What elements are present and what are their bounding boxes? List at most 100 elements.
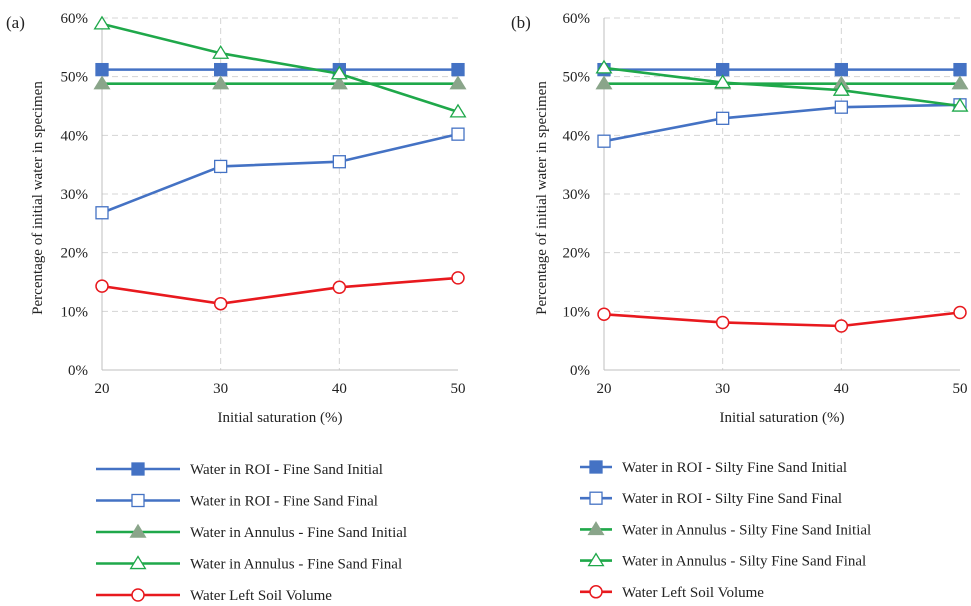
data-point <box>93 15 111 30</box>
data-point <box>951 97 969 112</box>
data-point <box>714 74 732 89</box>
y-tick-label: 0% <box>68 363 88 379</box>
y-tick-label: 40% <box>563 128 591 144</box>
legend-marker <box>589 491 603 505</box>
x-tick-label: 40 <box>834 381 849 397</box>
legend-marker <box>587 552 605 567</box>
data-point <box>716 62 730 77</box>
y-tick-label: 40% <box>61 128 89 144</box>
legend-label: Water in Annulus - Silty Fine Sand Initi… <box>622 522 871 538</box>
series-4 <box>595 59 969 112</box>
x-tick-label: 50 <box>953 381 968 397</box>
legend-label: Water in Annulus - Fine Sand Final <box>190 557 402 573</box>
data-point <box>213 296 228 311</box>
data-point <box>214 62 228 77</box>
legend-marker <box>129 523 147 538</box>
data-point <box>212 44 230 59</box>
data-point <box>214 159 228 174</box>
data-point <box>451 271 465 285</box>
y-tick-label: 20% <box>61 246 89 262</box>
series-line <box>101 132 459 214</box>
legend: Water in ROI - Fine Sand Initial Water in… <box>96 462 407 604</box>
data-point <box>330 75 348 90</box>
legend-marker <box>589 585 603 599</box>
legend-marker <box>129 555 147 570</box>
y-tick-label: 0% <box>570 363 590 379</box>
data-point <box>953 62 967 77</box>
y-axis-label: Percentage of initial water in specimen <box>534 81 550 315</box>
data-point <box>449 103 467 118</box>
y-tick-label: 10% <box>61 304 89 320</box>
legend-item: Water Left Soil Volume <box>580 585 764 601</box>
legend-label: Water in ROI - Fine Sand Final <box>190 494 378 510</box>
data-point <box>330 65 348 80</box>
data-point <box>95 62 109 77</box>
data-point <box>332 280 347 295</box>
y-tick-label: 60% <box>61 11 89 27</box>
series-line <box>603 311 961 328</box>
data-point <box>951 75 969 90</box>
data-point <box>451 127 465 141</box>
x-tick-label: 20 <box>597 381 612 397</box>
data-point <box>834 62 848 77</box>
chart-panel-a: (a) 0% 10% 20% 30% 40% 50% 60% 20 30 40 50 Initial s… <box>6 11 467 604</box>
series-3 <box>93 75 467 90</box>
legend-label: Water in ROI - Fine Sand Initial <box>190 462 383 478</box>
legend-item: Water in ROI - Fine Sand Initial <box>96 462 383 478</box>
x-axis-label: Initial saturation (%) <box>218 410 343 426</box>
legend-item: Water in Annulus - Fine Sand Initial <box>96 523 407 541</box>
series-line <box>603 66 961 108</box>
legend-item: Water in ROI - Fine Sand Final <box>96 494 378 510</box>
legend-item: Water in Annulus - Silty Fine Sand Final <box>580 552 866 570</box>
series-line <box>603 103 961 143</box>
legend-marker <box>131 588 145 602</box>
data-point <box>451 62 465 77</box>
legend-item: Water in ROI - Silty Fine Sand Initial <box>580 460 847 476</box>
y-tick-label: 50% <box>61 70 89 86</box>
data-point <box>834 100 848 114</box>
series-2 <box>95 127 465 220</box>
legend-label: Water in ROI - Silty Fine Sand Final <box>622 491 842 507</box>
series-line <box>101 276 459 306</box>
data-point <box>597 134 611 148</box>
data-point <box>597 307 611 322</box>
data-point <box>95 206 109 220</box>
series-5 <box>597 305 967 333</box>
legend-item: Water in ROI - Silty Fine Sand Final <box>580 491 842 507</box>
y-tick-label: 50% <box>563 70 591 86</box>
data-point <box>95 279 109 293</box>
x-tick-label: 20 <box>95 381 110 397</box>
panel-label: (b) <box>511 13 531 32</box>
legend: Water in ROI - Silty Fine Sand Initial Wa… <box>580 460 871 601</box>
data-point <box>834 319 849 333</box>
legend-marker <box>589 460 603 474</box>
data-point <box>595 75 613 90</box>
legend-marker <box>131 462 145 476</box>
y-tick-label: 20% <box>563 246 591 262</box>
legend-label: Water in ROI - Silty Fine Sand Initial <box>622 460 847 476</box>
y-tick-label: 10% <box>563 304 591 320</box>
chart-panel-b: (b) 0% 10% 20% 30% 40% 50% 60% 20 30 40 50 Initial s… <box>511 11 969 601</box>
y-tick-label: 30% <box>563 187 591 203</box>
series-2 <box>597 98 967 148</box>
x-tick-label: 30 <box>715 381 730 397</box>
legend-marker <box>131 493 145 508</box>
data-point <box>93 75 111 90</box>
y-tick-label: 60% <box>563 11 591 27</box>
y-axis-label: Percentage of initial water in specimen <box>30 81 46 315</box>
data-point <box>332 155 346 169</box>
legend-item: Water Left Soil Volume <box>96 588 332 604</box>
x-tick-label: 40 <box>332 381 347 397</box>
x-tick-label: 50 <box>451 381 466 397</box>
y-tick-label: 30% <box>61 187 89 203</box>
legend-label: Water in Annulus - Fine Sand Initial <box>190 525 407 541</box>
legend-item: Water in Annulus - Fine Sand Final <box>96 555 402 573</box>
series-4 <box>93 15 467 118</box>
x-tick-label: 30 <box>213 381 228 397</box>
data-point <box>715 315 730 330</box>
series-line <box>101 22 459 114</box>
data-point <box>953 305 967 320</box>
legend-item: Water in Annulus - Silty Fine Sand Initi… <box>580 521 871 538</box>
series-5 <box>95 271 465 311</box>
